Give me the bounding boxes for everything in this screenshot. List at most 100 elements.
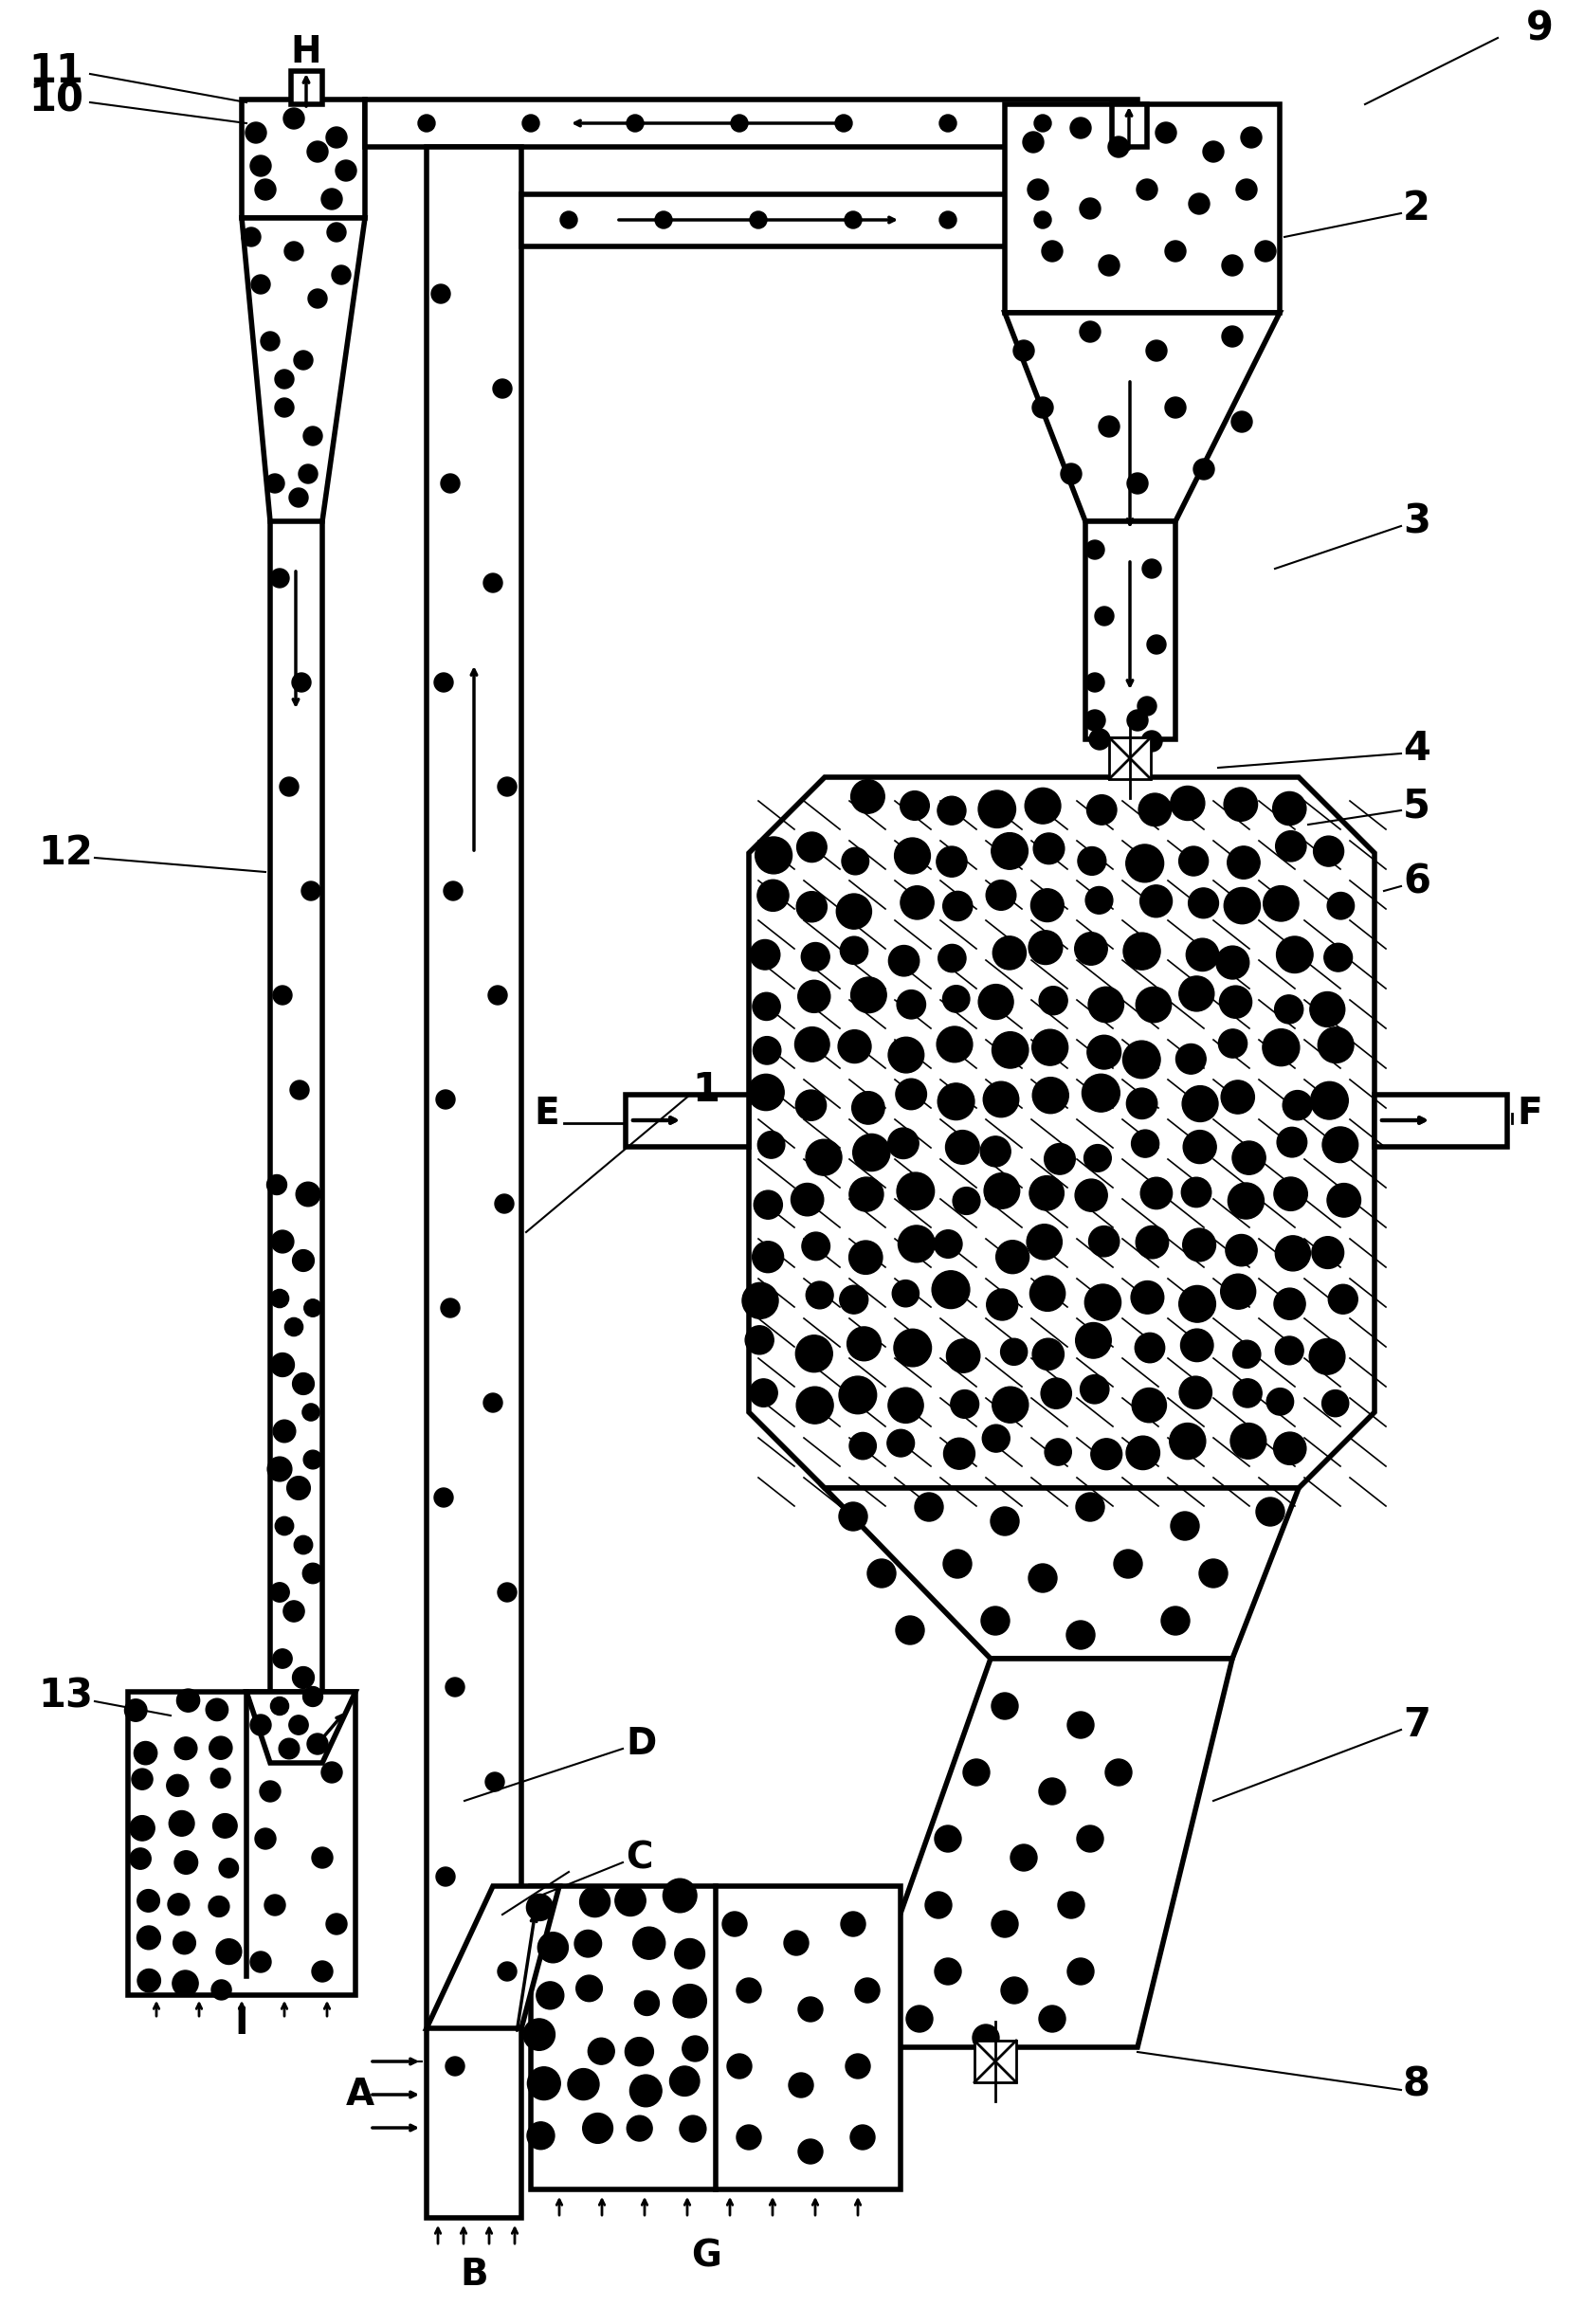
Circle shape — [250, 156, 271, 177]
Circle shape — [797, 832, 827, 862]
Circle shape — [841, 1913, 865, 1936]
Circle shape — [757, 881, 789, 911]
Circle shape — [1033, 1339, 1064, 1371]
Circle shape — [936, 846, 966, 876]
Circle shape — [276, 370, 295, 388]
Circle shape — [483, 1394, 502, 1413]
Bar — [291, 72, 322, 105]
Circle shape — [1221, 1081, 1255, 1113]
Circle shape — [212, 1813, 238, 1838]
Circle shape — [1312, 1236, 1343, 1269]
Circle shape — [1218, 1030, 1247, 1057]
Circle shape — [1137, 179, 1158, 200]
Circle shape — [293, 1666, 314, 1690]
Circle shape — [488, 985, 507, 1004]
Circle shape — [887, 1429, 914, 1457]
Circle shape — [1183, 1229, 1217, 1262]
Circle shape — [979, 985, 1014, 1020]
Circle shape — [722, 1913, 748, 1936]
Circle shape — [431, 284, 450, 304]
Circle shape — [851, 976, 887, 1013]
Circle shape — [131, 1769, 152, 1789]
Circle shape — [889, 1127, 919, 1160]
Text: A: A — [345, 2078, 374, 2113]
Circle shape — [169, 1810, 195, 1836]
Circle shape — [271, 1290, 288, 1308]
Circle shape — [290, 1081, 309, 1099]
Circle shape — [211, 1769, 230, 1787]
Circle shape — [1068, 1713, 1095, 1738]
Circle shape — [1178, 1285, 1215, 1322]
Text: 6: 6 — [1403, 862, 1430, 902]
Circle shape — [743, 1283, 778, 1318]
Circle shape — [1080, 321, 1101, 342]
Circle shape — [291, 674, 310, 693]
Circle shape — [307, 142, 328, 163]
Circle shape — [293, 1250, 314, 1271]
Circle shape — [1323, 1390, 1348, 1418]
Circle shape — [795, 1336, 833, 1371]
Circle shape — [754, 1190, 782, 1220]
Bar — [1109, 737, 1152, 779]
Circle shape — [272, 985, 291, 1004]
Circle shape — [936, 1027, 973, 1062]
Circle shape — [304, 1299, 322, 1318]
Circle shape — [939, 211, 957, 228]
Circle shape — [1142, 560, 1161, 579]
Circle shape — [1274, 1178, 1307, 1211]
Circle shape — [295, 1536, 312, 1555]
Circle shape — [269, 1583, 290, 1601]
Circle shape — [260, 1780, 280, 1801]
Circle shape — [1033, 397, 1053, 418]
Circle shape — [1109, 137, 1129, 158]
Circle shape — [246, 123, 266, 144]
Circle shape — [1232, 1341, 1261, 1369]
Circle shape — [444, 881, 463, 899]
Circle shape — [1030, 1176, 1064, 1211]
Circle shape — [1327, 1183, 1361, 1218]
Circle shape — [1180, 1376, 1212, 1408]
Circle shape — [889, 1037, 923, 1074]
Circle shape — [987, 881, 1015, 911]
Circle shape — [1011, 1845, 1038, 1871]
Circle shape — [1188, 193, 1210, 214]
Circle shape — [1039, 1778, 1066, 1806]
Circle shape — [1221, 325, 1243, 346]
Text: 2: 2 — [1403, 188, 1430, 228]
Circle shape — [897, 990, 925, 1018]
Text: H: H — [291, 35, 322, 70]
Circle shape — [1077, 1824, 1104, 1852]
Circle shape — [279, 1738, 299, 1759]
Circle shape — [1025, 788, 1061, 823]
Circle shape — [1318, 1027, 1354, 1062]
Circle shape — [434, 1487, 453, 1506]
Circle shape — [526, 1894, 553, 1920]
Circle shape — [1076, 1492, 1104, 1522]
Circle shape — [1039, 2006, 1066, 2031]
Circle shape — [992, 1692, 1019, 1720]
Circle shape — [1232, 1141, 1266, 1174]
Circle shape — [838, 1030, 871, 1062]
Text: 13: 13 — [38, 1676, 93, 1717]
Circle shape — [130, 1815, 155, 1841]
Circle shape — [1171, 1511, 1199, 1541]
Circle shape — [635, 1992, 659, 2015]
Circle shape — [938, 1083, 974, 1120]
Circle shape — [483, 574, 502, 593]
Circle shape — [436, 1866, 455, 1887]
Circle shape — [1131, 1129, 1159, 1157]
Circle shape — [285, 1318, 303, 1336]
Circle shape — [982, 1425, 1009, 1452]
Circle shape — [806, 1281, 833, 1308]
Circle shape — [1123, 1041, 1161, 1078]
Circle shape — [836, 895, 871, 930]
Bar — [242, 100, 364, 218]
Circle shape — [1044, 1143, 1076, 1174]
Circle shape — [177, 1690, 200, 1713]
Circle shape — [906, 2006, 933, 2031]
Circle shape — [331, 265, 350, 284]
Circle shape — [683, 2036, 708, 2061]
Circle shape — [984, 1174, 1020, 1208]
Circle shape — [1014, 339, 1034, 360]
Circle shape — [252, 274, 271, 293]
